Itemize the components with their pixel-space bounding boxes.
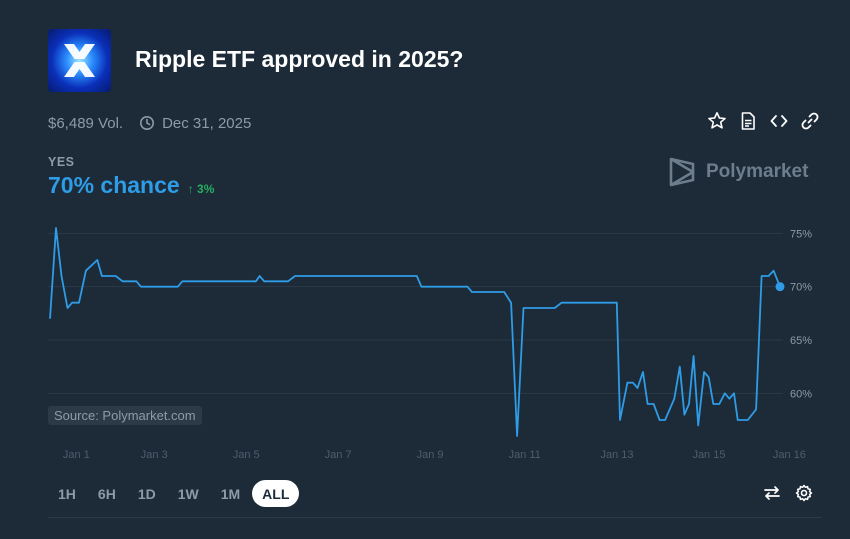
embed-code-icon[interactable] — [769, 111, 789, 131]
range-button-all[interactable]: ALL — [252, 480, 300, 507]
brand-name: Polymarket — [706, 161, 809, 182]
x-tick-label: Jan 7 — [325, 449, 352, 461]
chance-text: 70% chance — [48, 172, 180, 198]
range-button-1d[interactable]: 1D — [137, 485, 156, 502]
ripple-xrp-logo — [64, 44, 95, 77]
y-axis: 60% 65% 70% 75% — [790, 228, 812, 400]
probability-chart: 60%65%70%75% Jan 1 Jan 3 Jan 5 Jan 7 Jan 9 Ja… — [48, 227, 812, 461]
chart-grid — [48, 232, 783, 394]
change-text: 3% — [197, 182, 215, 196]
x-tick-label: Jan 1 — [63, 449, 90, 461]
last-point-marker — [775, 282, 785, 292]
y-tick-label: 70% — [790, 282, 812, 294]
x-tick-label: Jan 16 — [773, 449, 806, 461]
source-label: Source: Polymarket.com — [48, 406, 202, 425]
outcome-label: YES — [48, 155, 75, 169]
star-icon[interactable] — [707, 111, 727, 131]
market-logo — [48, 29, 111, 92]
x-tick-label: Jan 5 — [233, 449, 260, 461]
bottom-divider — [48, 517, 822, 518]
volume-text: $6,489 Vol. — [48, 114, 124, 132]
swap-arrows-icon[interactable] — [763, 484, 781, 502]
chart-tools — [763, 484, 813, 502]
document-icon[interactable] — [738, 111, 758, 131]
x-tick-label: Jan 15 — [692, 449, 725, 461]
x-axis: Jan 1 Jan 3 Jan 5 Jan 7 Jan 9 Jan 11 Jan 13 Jan… — [63, 449, 806, 461]
y-tick-label: 75% — [790, 228, 812, 240]
y-tick-label: 65% — [790, 335, 812, 347]
end-date-text: Dec 31, 2025 — [162, 114, 252, 132]
x-tick-label: Jan 11 — [509, 449, 541, 461]
arrow-up-icon: ↑ — [187, 182, 194, 196]
gear-icon[interactable] — [795, 484, 813, 502]
change-indicator: ↑ 3% — [188, 182, 215, 196]
chance-row: 70% chance ↑ 3% — [48, 172, 214, 199]
range-button-6h[interactable]: 6H — [97, 485, 116, 502]
series-line — [49, 227, 781, 437]
clock-icon — [139, 115, 155, 131]
market-meta: $6,489 Vol. Dec 31, 2025 — [48, 114, 251, 132]
link-icon[interactable] — [800, 111, 820, 131]
y-tick-label: 60% — [790, 388, 812, 400]
market-actions — [707, 111, 820, 131]
x-tick-label: Jan 3 — [141, 449, 168, 461]
polymarket-logo-icon — [669, 157, 695, 187]
market-title: Ripple ETF approved in 2025? — [135, 46, 464, 72]
brand: Polymarket — [668, 156, 808, 188]
time-range-selector: 1H 6H 1D 1W 1M ALL — [48, 480, 300, 507]
range-button-1w[interactable]: 1W — [177, 485, 199, 502]
range-button-1h[interactable]: 1H — [58, 485, 76, 502]
x-tick-label: Jan 13 — [601, 449, 634, 461]
x-tick-label: Jan 9 — [417, 449, 444, 461]
range-button-1m[interactable]: 1M — [220, 485, 241, 502]
